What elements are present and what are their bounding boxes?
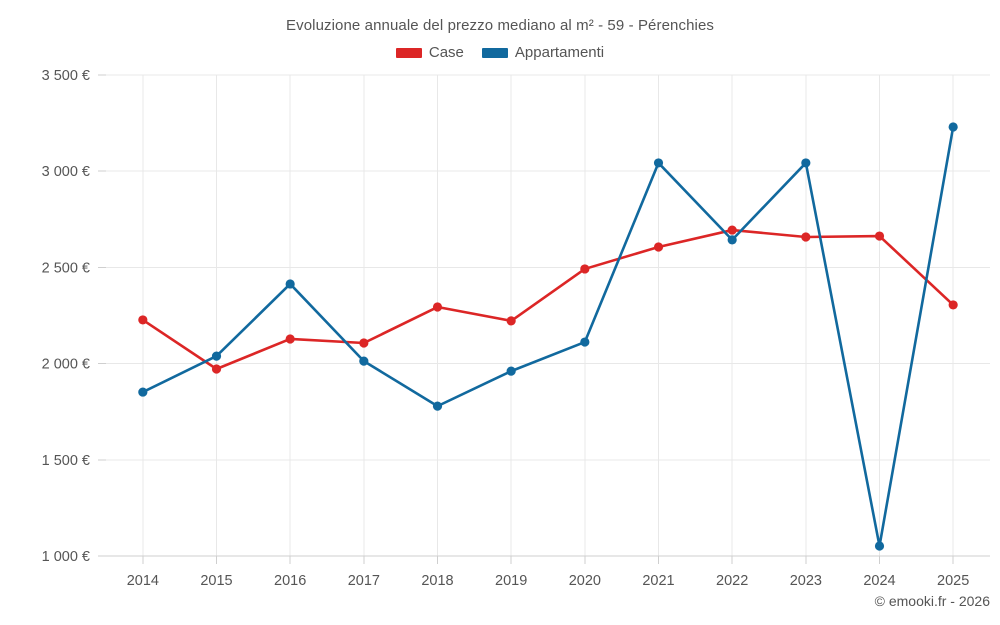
series-line-appartamenti [141, 125, 955, 548]
legend-swatch-case [395, 47, 422, 58]
data-point-appartamenti-2021[interactable]: Appartamenti 2021: 3043 € [653, 158, 664, 168]
series-line-case [141, 228, 955, 371]
x-axis-label: 2025 [937, 573, 969, 589]
data-point-case-2016[interactable]: Case 2016: 2128 € [285, 334, 295, 344]
data-point-case-2019[interactable]: Case 2019: 2222 € [506, 316, 516, 326]
legend-label-case: Case [428, 44, 464, 61]
x-axis-label: 2019 [495, 573, 527, 589]
x-axis-label: 2015 [200, 573, 232, 589]
y-axis-label: 2 000 € [42, 357, 90, 373]
credit-text: © emooki.fr - 2026 [874, 593, 990, 609]
y-axis-label: 3 000 € [42, 164, 90, 180]
data-point-case-2022[interactable]: Case 2022: 2694 € [727, 225, 737, 235]
data-point-case-2021[interactable]: Case 2021: 2606 € [653, 242, 664, 252]
data-point-appartamenti-2019[interactable]: Appartamenti 2019: 1961 € [506, 366, 516, 376]
data-point-case-2018[interactable]: Case 2018: 2294 € [432, 302, 443, 312]
data-point-appartamenti-2015[interactable]: Appartamenti 2015: 2039 € [211, 351, 222, 361]
data-point-appartamenti-2014[interactable]: Appartamenti 2014: 1852 € [138, 387, 148, 397]
x-axis-label: 2021 [642, 573, 674, 589]
data-point-case-2024[interactable]: Case 2024: 2663 € [874, 231, 885, 241]
data-point-appartamenti-2024[interactable]: Appartamenti 2024: 1052 € [874, 541, 885, 551]
data-point-case-2025[interactable]: Case 2025: 2305 € [948, 300, 958, 310]
chart-legend: Case Appartamenti [0, 45, 1000, 60]
x-axis-label: 2024 [863, 573, 895, 589]
data-point-case-2020[interactable]: Case 2020: 2492 € [580, 264, 590, 274]
y-axis-label: 1 500 € [42, 453, 90, 469]
x-axis-label: 2014 [127, 573, 159, 589]
data-point-appartamenti-2016[interactable]: Appartamenti 2016: 2414 € [285, 279, 295, 289]
y-axis-label: 2 500 € [42, 260, 90, 276]
y-axis-label: 3 500 € [42, 68, 90, 84]
x-axis-label: 2016 [274, 573, 306, 589]
y-axis-label: 1 000 € [42, 549, 90, 565]
legend-item-appartamenti[interactable]: Appartamenti [481, 44, 605, 61]
data-point-appartamenti-2018[interactable]: Appartamenti 2018: 1779 € [432, 401, 443, 411]
data-point-case-2015[interactable]: Case 2015: 1972 € [211, 364, 222, 374]
data-point-case-2014[interactable]: Case 2014: 2227 € [138, 315, 148, 325]
data-point-case-2023[interactable]: Case 2023: 2658 € [801, 232, 811, 242]
data-point-appartamenti-2022[interactable]: Appartamenti 2022: 2643 € [727, 235, 737, 245]
legend-swatch-appartamenti [481, 47, 508, 58]
data-point-case-2017[interactable]: Case 2017: 2107 € [359, 338, 369, 348]
data-point-appartamenti-2020[interactable]: Appartamenti 2020: 2112 € [580, 337, 590, 347]
data-point-appartamenti-2017[interactable]: Appartamenti 2017: 2013 € [359, 356, 369, 366]
data-point-appartamenti-2025[interactable]: Appartamenti 2025: 3230 € [948, 122, 958, 132]
chart-title: Evoluzione annuale del prezzo mediano al… [285, 17, 714, 34]
x-axis-label: 2018 [421, 573, 453, 589]
x-axis-label: 2022 [716, 573, 748, 589]
legend-label-appartamenti: Appartamenti [514, 44, 605, 61]
x-axis-label: 2020 [569, 573, 601, 589]
legend-item-case[interactable]: Case [395, 44, 464, 61]
x-axis-label: 2023 [790, 573, 822, 589]
x-axis-label: 2017 [348, 573, 380, 589]
data-point-appartamenti-2023[interactable]: Appartamenti 2023: 3043 € [801, 158, 811, 168]
